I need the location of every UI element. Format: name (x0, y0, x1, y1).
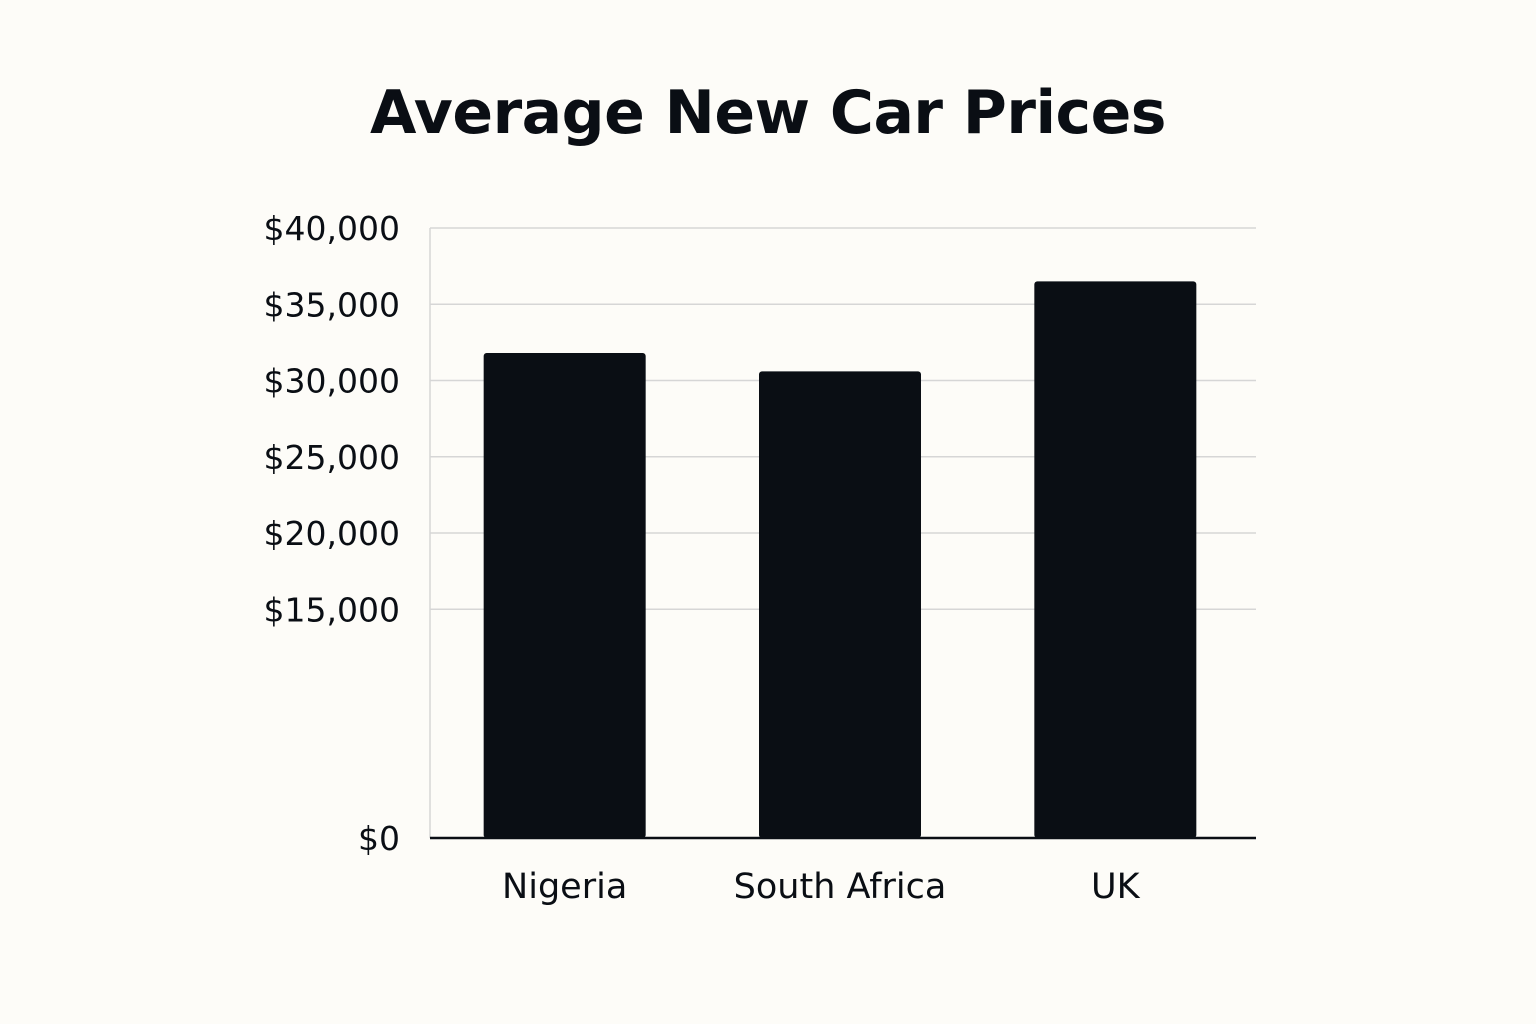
bars (483, 281, 1197, 838)
y-tick-label: $30,000 (264, 362, 400, 401)
y-axis-tick-labels: $0 $15,000 $20,000 $25,000 $30,000 $35,000 $40… (264, 209, 400, 858)
chart-title: Average New Car Prices (369, 78, 1167, 148)
y-tick-label: $15,000 (264, 590, 400, 629)
bar (1034, 281, 1197, 838)
y-tick-label: $40,000 (264, 209, 400, 248)
y-tick-label: $20,000 (264, 514, 400, 553)
bar (483, 353, 646, 838)
x-tick-label: UK (1091, 867, 1141, 907)
bar (759, 371, 921, 838)
y-tick-label: $0 (358, 819, 400, 858)
x-tick-label: Nigeria (502, 867, 627, 907)
y-tick-label: $35,000 (264, 285, 400, 324)
x-tick-label: South Africa (734, 867, 947, 907)
y-tick-label: $25,000 (264, 438, 400, 477)
x-axis-category-labels: Nigeria South Africa UK (502, 867, 1141, 907)
